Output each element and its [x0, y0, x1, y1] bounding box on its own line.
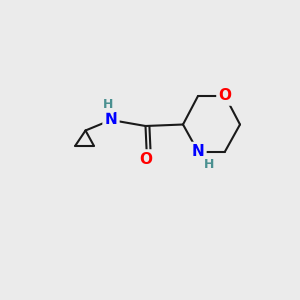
Text: N: N	[192, 144, 204, 159]
Text: O: O	[139, 152, 152, 166]
Text: O: O	[218, 88, 232, 104]
Text: N: N	[105, 112, 117, 128]
Text: H: H	[103, 98, 113, 111]
Text: H: H	[204, 158, 214, 171]
